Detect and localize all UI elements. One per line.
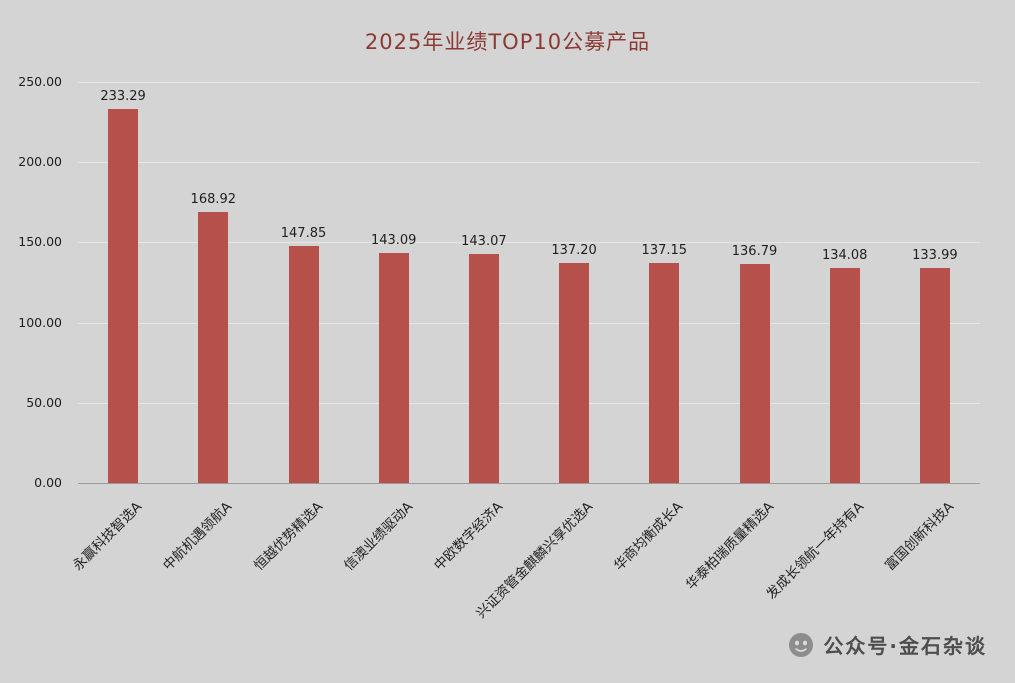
x-category-label: 富国创新科技A: [881, 498, 958, 574]
bar-value-label: 143.09: [370, 233, 417, 249]
bar: [198, 212, 229, 483]
x-category-label: 华商均衡成长A: [611, 498, 687, 574]
plot-area: 233.29 168.92 147.85 143.09 143.07 137.20 137.…: [78, 82, 980, 484]
y-tick-label: 100.00: [18, 314, 62, 330]
bar: [829, 267, 860, 483]
bar: [739, 263, 770, 483]
x-category-label: 发成长领航一年持有A: [763, 498, 867, 603]
bar: [649, 263, 680, 483]
bar-value-label: 168.92: [190, 192, 237, 208]
gridline: [78, 322, 980, 324]
x-category-label: 信澳业绩驱动A: [340, 498, 416, 574]
bar-value-label: 134.08: [821, 247, 868, 263]
y-axis: 0.00 50.00 100.00 150.00 200.00 250.00: [0, 74, 70, 490]
y-tick-label: 0.00: [34, 475, 62, 490]
y-tick-label: 250.00: [18, 74, 62, 89]
bar: [919, 268, 950, 483]
chart-title: 2025年业绩TOP10公募产品: [364, 30, 651, 54]
bar: [559, 262, 590, 483]
bar-value-label: 136.79: [731, 243, 778, 259]
bar-value-label: 137.20: [551, 242, 597, 258]
y-tick-label: 150.00: [18, 234, 62, 250]
bar: [288, 245, 319, 483]
x-category-label: 中航机遇领航A: [160, 498, 236, 574]
y-tick-label: 50.00: [26, 394, 62, 410]
x-category-label: 永赢科技智选A: [70, 498, 146, 574]
x-category-label: 华泰柏瑞质量精选A: [682, 498, 777, 594]
gridline: [78, 402, 980, 404]
bar-value-label: 137.15: [641, 243, 688, 259]
watermark-text: 公众号·金石杂谈: [823, 634, 987, 658]
gridline: [78, 162, 980, 164]
gridline: [78, 242, 980, 244]
watermark: 公众号·金石杂谈: [788, 630, 987, 659]
bar: [108, 108, 139, 483]
wechat-public-account-icon: [789, 632, 814, 657]
y-tick-label: 200.00: [18, 154, 62, 170]
bar-value-label: 143.07: [461, 233, 507, 249]
bar: [378, 253, 409, 483]
bar-value-label: 147.85: [280, 225, 327, 241]
bar: [468, 253, 499, 483]
bar-value-label: 133.99: [912, 248, 958, 264]
bar-value-label: 233.29: [100, 88, 146, 104]
gridline: [78, 82, 980, 83]
x-category-label: 恒越优势精选A: [250, 498, 326, 574]
x-category-label: 中欧数字经济A: [430, 498, 507, 574]
